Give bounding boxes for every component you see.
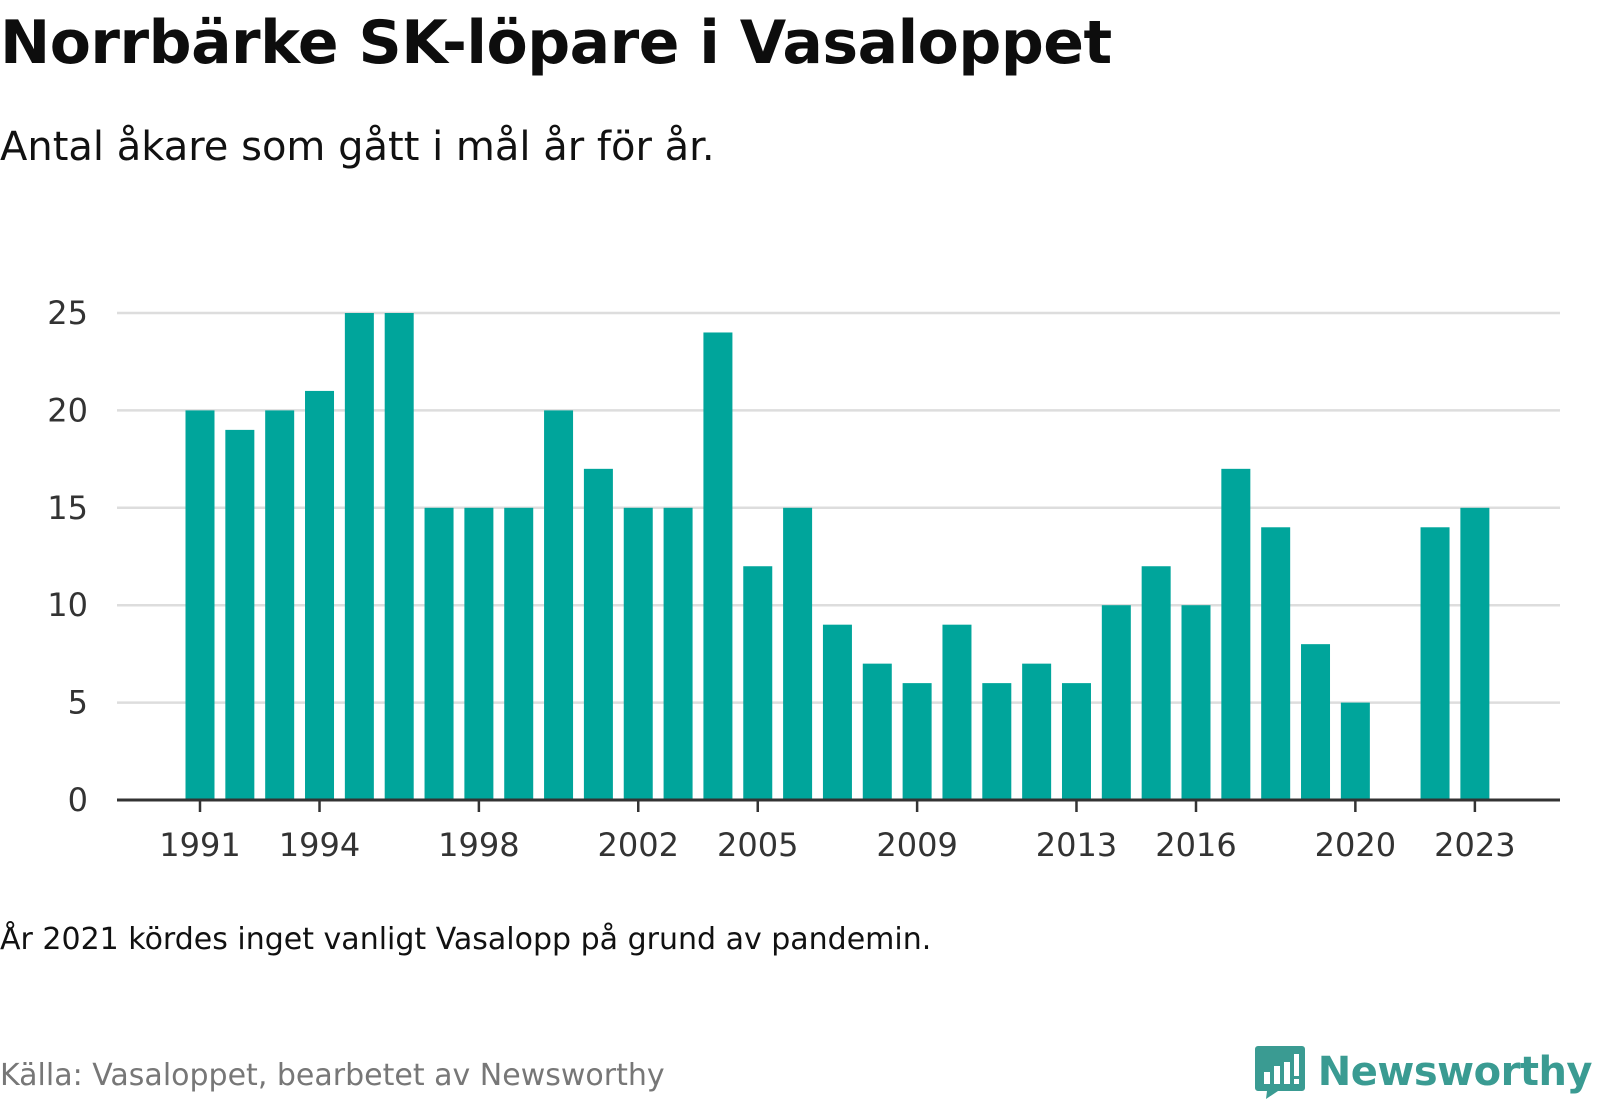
bar-2001 (583, 468, 613, 800)
bar-1993 (265, 410, 295, 800)
bar-1998 (464, 507, 494, 800)
x-tick-label: 2009 (876, 826, 957, 864)
x-tick-label: 1991 (159, 826, 240, 864)
bar-1999 (504, 507, 534, 800)
x-tick-label: 2020 (1315, 826, 1396, 864)
brand-name: Newsworthy (1317, 1049, 1593, 1095)
bar-1992 (225, 429, 255, 800)
bar-2016 (1181, 605, 1211, 800)
bar-1995 (344, 313, 374, 800)
bar-chart: 0 5 10 15 20 25 1991 1994 1998 2002 2005 2009 2013 2… (47, 294, 1560, 864)
bars (185, 313, 1490, 800)
x-tick-label: 2013 (1036, 826, 1117, 864)
bar-2008 (862, 663, 892, 800)
x-tick-labels: 1991 1994 1998 2002 2005 2009 2013 2016 2020 2023 (159, 826, 1515, 864)
y-tick-label: 0 (68, 781, 88, 819)
bar-2012 (1022, 663, 1052, 800)
bar-2017 (1221, 468, 1251, 800)
x-tick-label: 1994 (279, 826, 360, 864)
bar-2013 (1061, 683, 1091, 800)
bar-2009 (902, 683, 932, 800)
brand-logo: Newsworthy (1254, 1044, 1593, 1100)
x-tick-label: 1998 (438, 826, 519, 864)
bar-2007 (822, 624, 852, 800)
bar-1997 (424, 507, 454, 800)
bar-1996 (384, 313, 414, 800)
bar-2000 (544, 410, 574, 800)
footnote: År 2021 kördes inget vanligt Vasalopp på… (0, 922, 932, 957)
y-tick-label: 15 (47, 489, 88, 527)
bar-1991 (185, 410, 215, 800)
y-tick-label: 10 (47, 586, 88, 624)
bar-2006 (783, 507, 813, 800)
newsworthy-logo-icon (1254, 1046, 1305, 1099)
bar-2018 (1261, 527, 1291, 800)
chart-title: Norrbärke SK-löpare i Vasaloppet (0, 8, 1112, 78)
bar-2019 (1301, 644, 1331, 800)
chart-subtitle: Antal åkare som gått i mål år för år. (0, 124, 715, 170)
y-tick-label: 20 (47, 391, 88, 429)
axes (117, 798, 1560, 812)
bar-1994 (305, 390, 335, 800)
bar-2004 (703, 332, 733, 800)
y-tick-label: 25 (47, 294, 88, 332)
bar-2002 (623, 507, 653, 800)
bar-2003 (663, 507, 693, 800)
bar-2020 (1340, 702, 1370, 800)
bar-2011 (982, 683, 1012, 800)
x-tick-label: 2023 (1434, 826, 1515, 864)
bar-2005 (743, 566, 773, 800)
bar-2022 (1420, 527, 1450, 800)
source-credit: Källa: Vasaloppet, bearbetet av Newswort… (0, 1058, 665, 1093)
bar-2014 (1101, 605, 1131, 800)
x-tick-label: 2016 (1155, 826, 1236, 864)
x-tick-label: 2002 (598, 826, 679, 864)
x-tick-label: 2005 (717, 826, 798, 864)
bar-2023 (1460, 507, 1490, 800)
y-tick-label: 5 (68, 684, 88, 722)
bar-2015 (1141, 566, 1171, 800)
y-tick-labels: 0 5 10 15 20 25 (47, 294, 88, 819)
bar-2010 (942, 624, 972, 800)
